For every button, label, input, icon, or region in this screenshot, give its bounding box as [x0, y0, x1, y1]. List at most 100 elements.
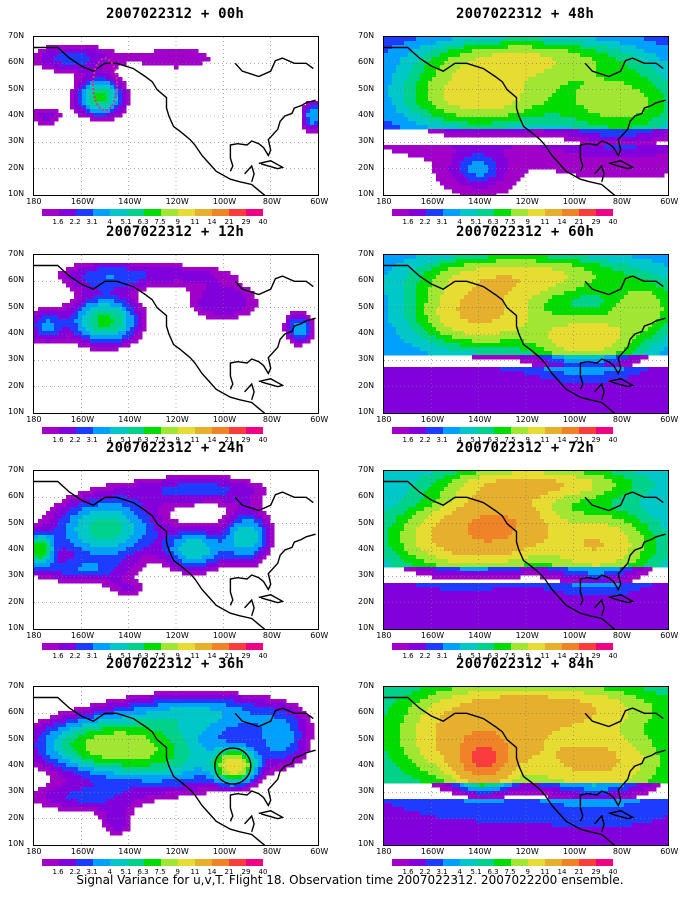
variance-cell — [412, 295, 417, 300]
variance-cell — [636, 165, 641, 170]
variance-cell — [86, 335, 91, 340]
variance-cell — [396, 379, 401, 384]
variance-cell — [604, 65, 609, 70]
variance-cell — [464, 411, 469, 413]
variance-cell — [580, 113, 585, 118]
variance-cell — [532, 149, 537, 154]
variance-cell — [520, 275, 525, 280]
variance-cell — [592, 49, 597, 54]
variance-cell — [508, 375, 513, 380]
variance-cell — [222, 287, 227, 292]
variance-cell — [544, 121, 549, 126]
variance-cell — [424, 303, 429, 308]
variance-cell — [408, 259, 413, 264]
longitude-label: 60W — [310, 415, 329, 424]
variance-cell — [46, 65, 51, 70]
variance-cell — [306, 327, 311, 332]
variance-cell — [98, 339, 103, 344]
variance-cell — [82, 61, 87, 66]
variance-cell — [452, 263, 457, 268]
variance-cell — [500, 299, 505, 304]
variance-cell — [174, 267, 179, 272]
variance-cell — [432, 387, 437, 392]
variance-cell — [396, 411, 401, 413]
variance-cell — [508, 383, 513, 388]
variance-cell — [62, 331, 67, 336]
variance-cell — [436, 73, 441, 78]
variance-cell — [452, 311, 457, 316]
colorbar-swatch — [178, 209, 195, 216]
variance-cell — [612, 93, 617, 98]
variance-cell — [616, 133, 621, 138]
longitude-label: 120W — [165, 197, 189, 206]
variance-cell — [648, 37, 653, 42]
colorbar-swatch — [562, 209, 579, 216]
variance-cell — [122, 315, 127, 320]
variance-cell — [580, 105, 585, 110]
variance-cell — [536, 89, 541, 94]
variance-cell — [508, 331, 513, 336]
variance-cell — [460, 275, 465, 280]
variance-cell — [552, 41, 557, 46]
variance-cell — [576, 73, 581, 78]
variance-cell — [484, 271, 489, 276]
variance-cell — [528, 109, 533, 114]
variance-cell — [664, 121, 668, 126]
variance-cell — [616, 41, 621, 46]
variance-cell — [496, 347, 501, 352]
variance-cell — [86, 327, 91, 332]
variance-cell — [524, 81, 529, 86]
variance-cell — [532, 81, 537, 86]
variance-cell — [286, 319, 291, 324]
variance-cell — [616, 173, 621, 178]
variance-cell — [480, 173, 485, 178]
variance-cell — [298, 339, 303, 344]
variance-cell — [452, 69, 457, 74]
variance-cell — [74, 77, 79, 82]
colorbar-swatch — [161, 209, 178, 216]
variance-cell — [476, 73, 481, 78]
variance-cell — [512, 73, 517, 78]
variance-cell — [616, 117, 621, 122]
variance-cell — [508, 153, 513, 158]
variance-cell — [604, 153, 609, 158]
variance-cell — [420, 343, 425, 348]
variance-cell — [584, 133, 589, 138]
variance-cell — [484, 169, 489, 174]
variance-cell — [548, 57, 553, 62]
variance-cell — [480, 161, 485, 166]
variance-cell — [150, 61, 155, 66]
variance-cell — [464, 113, 469, 118]
variance-cell — [512, 307, 517, 312]
variance-cell — [468, 395, 473, 400]
variance-cell — [640, 157, 645, 162]
variance-cell — [110, 295, 115, 300]
variance-cell — [620, 157, 625, 162]
variance-cell — [620, 53, 625, 58]
variance-cell — [392, 311, 397, 316]
variance-cell — [408, 411, 413, 413]
variance-cell — [612, 117, 617, 122]
variance-cell — [388, 69, 393, 74]
variance-cell — [50, 319, 55, 324]
variance-cell — [432, 113, 437, 118]
variance-cell — [552, 65, 557, 70]
variance-cell — [404, 295, 409, 300]
variance-cell — [644, 133, 649, 138]
variance-cell — [66, 319, 71, 324]
variance-cell — [440, 165, 445, 170]
variance-cell — [214, 271, 219, 276]
variance-cell — [94, 109, 99, 114]
variance-cell — [604, 145, 609, 150]
variance-cell — [516, 387, 521, 392]
variance-cell — [516, 399, 521, 404]
variance-cell — [484, 133, 489, 138]
variance-cell — [54, 65, 59, 70]
variance-cell — [484, 49, 489, 54]
variance-cell — [404, 121, 409, 126]
variance-cell — [306, 331, 311, 336]
variance-cell — [468, 283, 473, 288]
variance-cell — [440, 371, 445, 376]
variance-cell — [432, 45, 437, 50]
variance-cell — [580, 149, 585, 154]
